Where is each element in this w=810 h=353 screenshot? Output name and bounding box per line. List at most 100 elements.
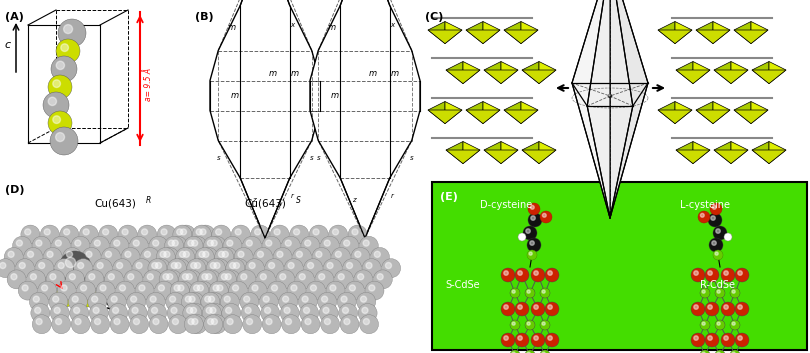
Circle shape <box>192 318 198 325</box>
Circle shape <box>358 304 377 323</box>
Circle shape <box>53 116 61 124</box>
Circle shape <box>85 270 104 289</box>
Circle shape <box>709 238 723 252</box>
Circle shape <box>187 259 206 278</box>
Circle shape <box>194 281 212 300</box>
Circle shape <box>710 203 722 215</box>
Circle shape <box>285 318 292 325</box>
Circle shape <box>501 333 515 347</box>
Text: R-CdSe: R-CdSe <box>700 280 735 290</box>
Circle shape <box>184 236 203 255</box>
Text: c: c <box>5 40 11 50</box>
Polygon shape <box>734 30 768 44</box>
Circle shape <box>61 44 69 52</box>
Circle shape <box>75 318 81 325</box>
Circle shape <box>245 307 251 313</box>
Circle shape <box>694 305 698 309</box>
Circle shape <box>327 263 333 269</box>
Circle shape <box>58 263 64 269</box>
Circle shape <box>302 296 308 302</box>
Circle shape <box>110 315 129 334</box>
Circle shape <box>153 318 159 325</box>
Circle shape <box>190 281 209 300</box>
Polygon shape <box>751 102 768 124</box>
Circle shape <box>170 281 190 300</box>
Circle shape <box>347 263 352 269</box>
Polygon shape <box>446 70 480 84</box>
Polygon shape <box>310 0 420 238</box>
Circle shape <box>70 304 89 323</box>
Polygon shape <box>501 61 518 84</box>
Circle shape <box>708 271 712 275</box>
Circle shape <box>93 259 113 278</box>
Circle shape <box>0 259 15 278</box>
Circle shape <box>713 226 727 240</box>
Circle shape <box>257 270 275 289</box>
Circle shape <box>344 318 350 325</box>
Circle shape <box>700 320 710 330</box>
Circle shape <box>152 240 159 246</box>
Circle shape <box>53 80 61 88</box>
Circle shape <box>184 315 203 334</box>
Circle shape <box>724 233 732 241</box>
Text: (D): (D) <box>5 185 24 195</box>
Circle shape <box>324 318 330 325</box>
Circle shape <box>260 274 266 280</box>
Polygon shape <box>445 22 462 44</box>
Circle shape <box>124 270 143 289</box>
Circle shape <box>711 216 715 220</box>
Circle shape <box>525 320 535 330</box>
Circle shape <box>343 240 350 246</box>
Circle shape <box>21 225 40 244</box>
Text: m: m <box>291 68 300 78</box>
Circle shape <box>531 216 535 220</box>
Circle shape <box>178 270 198 289</box>
Circle shape <box>150 296 156 302</box>
Circle shape <box>223 236 242 255</box>
Circle shape <box>373 270 392 289</box>
Circle shape <box>724 336 728 340</box>
Polygon shape <box>769 142 786 163</box>
Circle shape <box>548 336 552 340</box>
Circle shape <box>730 320 740 330</box>
Polygon shape <box>521 22 538 44</box>
Polygon shape <box>658 102 675 124</box>
Circle shape <box>43 247 62 267</box>
Text: x: x <box>291 22 295 28</box>
Circle shape <box>335 270 353 289</box>
Circle shape <box>211 240 217 246</box>
Circle shape <box>274 229 280 235</box>
Circle shape <box>89 304 109 323</box>
Circle shape <box>518 336 522 340</box>
Circle shape <box>267 281 287 300</box>
Circle shape <box>335 251 341 257</box>
Circle shape <box>75 240 81 246</box>
Circle shape <box>243 315 262 334</box>
Circle shape <box>84 269 106 291</box>
Circle shape <box>97 263 103 269</box>
Circle shape <box>244 296 249 302</box>
Circle shape <box>91 315 109 334</box>
Circle shape <box>68 292 87 311</box>
Polygon shape <box>466 22 483 44</box>
Circle shape <box>91 236 109 255</box>
Circle shape <box>149 236 168 255</box>
Circle shape <box>180 247 198 267</box>
Circle shape <box>717 352 720 353</box>
Circle shape <box>292 247 312 267</box>
Circle shape <box>545 268 559 282</box>
Circle shape <box>157 225 177 244</box>
Circle shape <box>221 270 241 289</box>
Text: (C): (C) <box>425 12 443 22</box>
Circle shape <box>56 61 65 70</box>
Circle shape <box>315 270 334 289</box>
Circle shape <box>518 305 522 309</box>
Circle shape <box>708 305 712 309</box>
Circle shape <box>515 302 529 316</box>
Circle shape <box>163 274 169 280</box>
Circle shape <box>205 296 211 302</box>
Circle shape <box>51 56 77 82</box>
Circle shape <box>225 274 231 280</box>
Text: Cu(643): Cu(643) <box>94 198 136 208</box>
Circle shape <box>139 285 145 291</box>
